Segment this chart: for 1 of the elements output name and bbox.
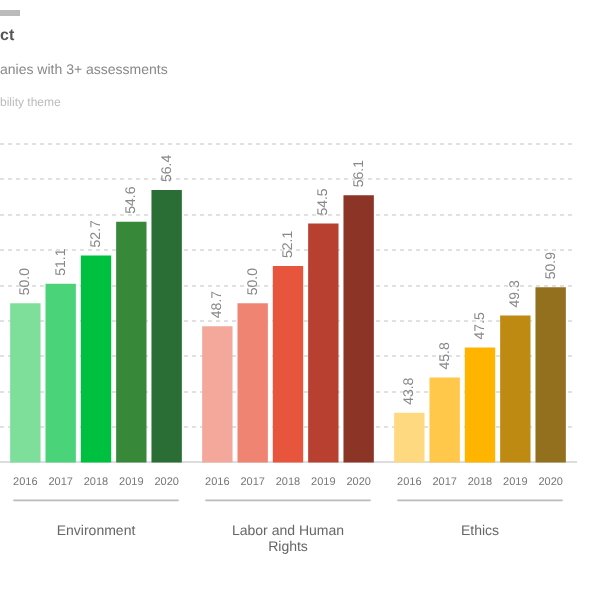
chart-title: ct bbox=[0, 26, 15, 44]
